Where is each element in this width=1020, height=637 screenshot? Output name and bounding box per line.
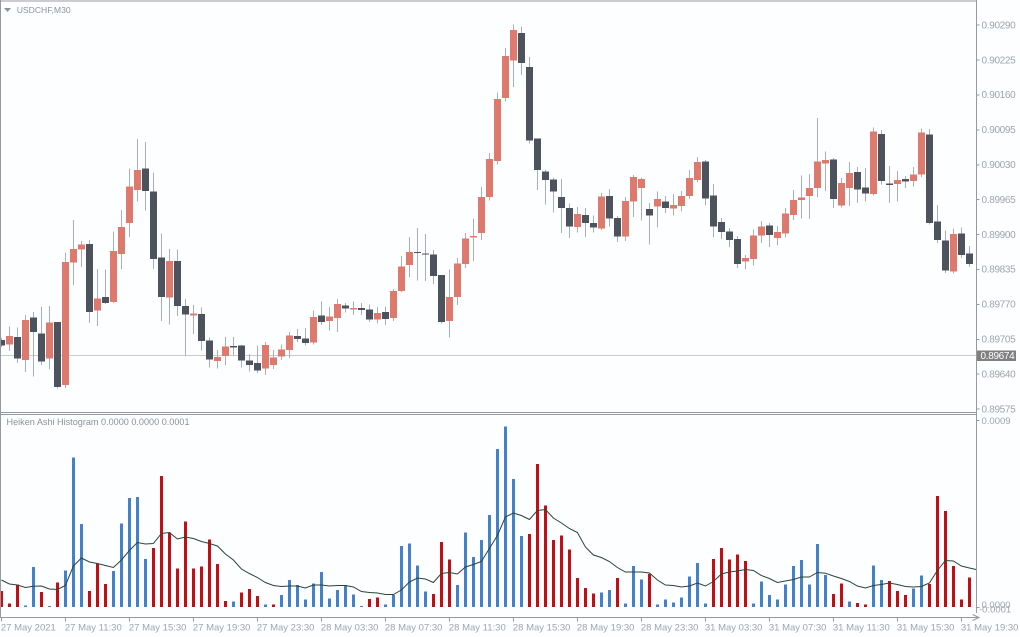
svg-text:28 May 11:30: 28 May 11:30: [449, 623, 506, 634]
svg-text:0.89705: 0.89705: [982, 335, 1017, 346]
svg-text:27 May 23:30: 27 May 23:30: [257, 623, 315, 634]
svg-text:28 May 07:30: 28 May 07:30: [385, 623, 443, 634]
svg-text:0.90095: 0.90095: [982, 125, 1017, 136]
svg-text:0.0000: 0.0000: [982, 600, 1011, 611]
svg-text:-0.0001: -0.0001: [979, 605, 1011, 616]
svg-text:0.90225: 0.90225: [982, 55, 1017, 66]
svg-text:0.90160: 0.90160: [982, 90, 1017, 101]
svg-text:27 May 11:30: 27 May 11:30: [65, 623, 122, 634]
svg-text:0.89900: 0.89900: [982, 230, 1017, 241]
svg-text:0.90290: 0.90290: [982, 20, 1017, 31]
svg-text:31 May 11:30: 31 May 11:30: [833, 623, 890, 634]
svg-text:28 May 19:30: 28 May 19:30: [577, 623, 635, 634]
svg-text:0.89674: 0.89674: [981, 351, 1016, 362]
svg-text:USDCHF,M30: USDCHF,M30: [17, 5, 71, 15]
svg-text:27 May 15:30: 27 May 15:30: [129, 623, 187, 634]
svg-text:27 May 2021: 27 May 2021: [1, 623, 56, 634]
svg-text:0.89575: 0.89575: [982, 404, 1017, 415]
svg-text:31 May 15:30: 31 May 15:30: [897, 623, 955, 634]
svg-text:0.0009: 0.0009: [982, 416, 1011, 427]
svg-text:28 May 23:30: 28 May 23:30: [641, 623, 699, 634]
svg-text:31 May 03:30: 31 May 03:30: [705, 623, 763, 634]
svg-text:0.89770: 0.89770: [982, 300, 1017, 311]
svg-text:31 May 07:30: 31 May 07:30: [769, 623, 827, 634]
svg-text:28 May 15:30: 28 May 15:30: [513, 623, 571, 634]
svg-text:28 May 03:30: 28 May 03:30: [321, 623, 379, 634]
svg-text:0.89835: 0.89835: [982, 265, 1017, 276]
svg-text:0.89965: 0.89965: [982, 195, 1017, 206]
svg-text:31 May 19:30: 31 May 19:30: [961, 623, 1019, 634]
svg-text:Heiken Ashi Histogram 0.0000 0: Heiken Ashi Histogram 0.0000 0.0000 0.00…: [7, 417, 190, 427]
svg-text:0.89640: 0.89640: [982, 369, 1017, 380]
svg-text:0.90030: 0.90030: [982, 160, 1017, 171]
svg-text:27 May 19:30: 27 May 19:30: [193, 623, 251, 634]
